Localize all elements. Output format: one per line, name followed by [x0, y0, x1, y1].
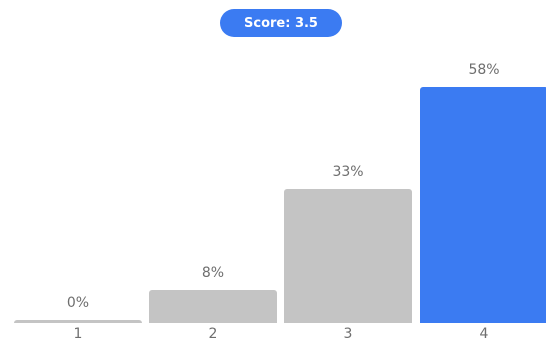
bar-4: [420, 87, 546, 323]
category-label-2: 2: [149, 326, 277, 342]
value-label-2: 8%: [149, 265, 277, 281]
category-label-1: 1: [14, 326, 142, 342]
value-label-1: 0%: [14, 295, 142, 311]
category-label-4: 4: [420, 326, 546, 342]
value-label-3: 33%: [284, 164, 412, 180]
bar-1: [14, 320, 142, 323]
value-label-4: 58%: [420, 62, 546, 78]
category-label-3: 3: [284, 326, 412, 342]
bar-2: [149, 290, 277, 323]
bar-3: [284, 189, 412, 323]
